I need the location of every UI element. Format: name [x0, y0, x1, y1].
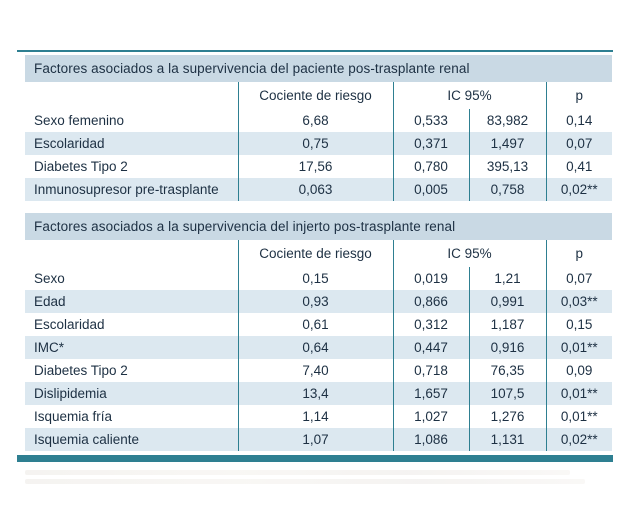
table-row: Sexo femenino 6,68 0,533 83,982 0,14 [25, 109, 612, 132]
cociente-value: 17,56 [237, 155, 393, 178]
ic-low-value: 0,447 [392, 336, 469, 359]
row-label: Sexo femenino [34, 113, 125, 128]
p-value: 0,01** [545, 336, 612, 359]
ic-low-value: 0,866 [392, 290, 469, 313]
row-label: Escolaridad [34, 136, 105, 151]
table-row: Isquemia caliente 1,07 1,086 1,131 0,02** [25, 428, 612, 451]
row-label: Inmunosupresor pre-trasplante [34, 182, 219, 197]
ic-high-value: 1,276 [468, 405, 546, 428]
ic-high-value: 0,758 [468, 178, 546, 201]
table-row: Sexo 0,15 0,019 1,21 0,07 [25, 267, 612, 290]
p-value: 0,02** [545, 428, 612, 451]
p-value: 0,07 [545, 132, 612, 155]
cociente-value: 0,64 [237, 336, 393, 359]
table-row: Diabetes Tipo 2 17,56 0,780 395,13 0,41 [25, 155, 612, 178]
ic-high-value: 1,131 [468, 428, 546, 451]
bottom-rule [17, 455, 613, 462]
ic-low-value: 0,780 [392, 155, 469, 178]
ic-high-value: 1,21 [468, 267, 546, 290]
table-row: Inmunosupresor pre-trasplante 0,063 0,005 0… [25, 178, 612, 201]
faded-footnote-line [25, 470, 570, 475]
ic-high-value: 107,5 [468, 382, 546, 405]
column-header-cociente: Cociente de riesgo [237, 82, 393, 109]
ic-high-value: 0,916 [468, 336, 546, 359]
cociente-value: 0,15 [237, 267, 393, 290]
ic-high-value: 76,35 [468, 359, 546, 382]
ic-low-value: 1,657 [392, 382, 469, 405]
column-header-empty [25, 82, 238, 109]
ic-high-value: 395,13 [468, 155, 546, 178]
p-value: 0,14 [545, 109, 612, 132]
ic-high-value: 83,982 [468, 109, 546, 132]
table-title-patient: Factores asociados a la supervivencia de… [25, 55, 612, 82]
p-value: 0,01** [545, 382, 612, 405]
column-header-row: Cociente de riesgo IC 95% p [25, 240, 612, 267]
row-label: Escolaridad [34, 317, 105, 332]
ic-low-value: 0,718 [392, 359, 469, 382]
column-header-p: p [545, 82, 612, 109]
ic-low-value: 1,086 [392, 428, 469, 451]
table-title-graft: Factores asociados a la supervivencia de… [25, 213, 612, 240]
p-value: 0,01** [545, 405, 612, 428]
top-rule [17, 50, 613, 52]
cociente-value: 0,063 [237, 178, 393, 201]
p-value: 0,03** [545, 290, 612, 313]
p-value: 0,15 [545, 313, 612, 336]
cociente-value: 7,40 [237, 359, 393, 382]
ic-low-value: 0,312 [392, 313, 469, 336]
row-label: Sexo [34, 271, 65, 286]
cociente-value: 6,68 [237, 109, 393, 132]
column-header-ic95: IC 95% [392, 82, 546, 109]
row-label: Isquemia fría [34, 409, 113, 424]
row-label: Dislipidemia [34, 386, 107, 401]
row-label: Isquemia caliente [34, 432, 140, 447]
table-row: Diabetes Tipo 2 7,40 0,718 76,35 0,09 [25, 359, 612, 382]
graft-survival-data-table: Cociente de riesgo IC 95% p Sexo 0,15 0,01… [25, 240, 612, 451]
table-row: Edad 0,93 0,866 0,991 0,03** [25, 290, 612, 313]
ic-low-value: 0,533 [392, 109, 469, 132]
table-row: Escolaridad 0,61 0,312 1,187 0,15 [25, 313, 612, 336]
ic-high-value: 0,991 [468, 290, 546, 313]
p-value: 0,41 [545, 155, 612, 178]
cociente-value: 1,14 [237, 405, 393, 428]
table-row: Escolaridad 0,75 0,371 1,497 0,07 [25, 132, 612, 155]
faded-footnote-line [25, 479, 585, 484]
ic-low-value: 1,027 [392, 405, 469, 428]
row-label: IMC* [34, 340, 64, 355]
ic-low-value: 0,005 [392, 178, 469, 201]
cociente-value: 0,75 [237, 132, 393, 155]
column-header-p: p [545, 240, 612, 267]
row-label: Diabetes Tipo 2 [34, 159, 128, 174]
row-label: Edad [34, 294, 66, 309]
table-row: Isquemia fría 1,14 1,027 1,276 0,01** [25, 405, 612, 428]
column-header-cociente: Cociente de riesgo [237, 240, 393, 267]
results-table-figure: Factores asociados a la supervivencia de… [17, 50, 613, 462]
p-value: 0,02** [545, 178, 612, 201]
graft-survival-table: Factores asociados a la supervivencia de… [25, 213, 612, 451]
patient-survival-table: Factores asociados a la supervivencia de… [25, 55, 612, 201]
ic-low-value: 0,019 [392, 267, 469, 290]
table-row: Dislipidemia 13,4 1,657 107,5 0,01** [25, 382, 612, 405]
cociente-value: 13,4 [237, 382, 393, 405]
column-header-row: Cociente de riesgo IC 95% p [25, 82, 612, 109]
column-header-empty [25, 240, 238, 267]
p-value: 0,07 [545, 267, 612, 290]
ic-high-value: 1,187 [468, 313, 546, 336]
cociente-value: 0,61 [237, 313, 393, 336]
ic-high-value: 1,497 [468, 132, 546, 155]
p-value: 0,09 [545, 359, 612, 382]
table-row: IMC* 0,64 0,447 0,916 0,01** [25, 336, 612, 359]
row-label: Diabetes Tipo 2 [34, 363, 128, 378]
column-header-ic95: IC 95% [392, 240, 546, 267]
cociente-value: 1,07 [237, 428, 393, 451]
ic-low-value: 0,371 [392, 132, 469, 155]
cociente-value: 0,93 [237, 290, 393, 313]
patient-survival-data-table: Cociente de riesgo IC 95% p Sexo femenin… [25, 82, 612, 201]
